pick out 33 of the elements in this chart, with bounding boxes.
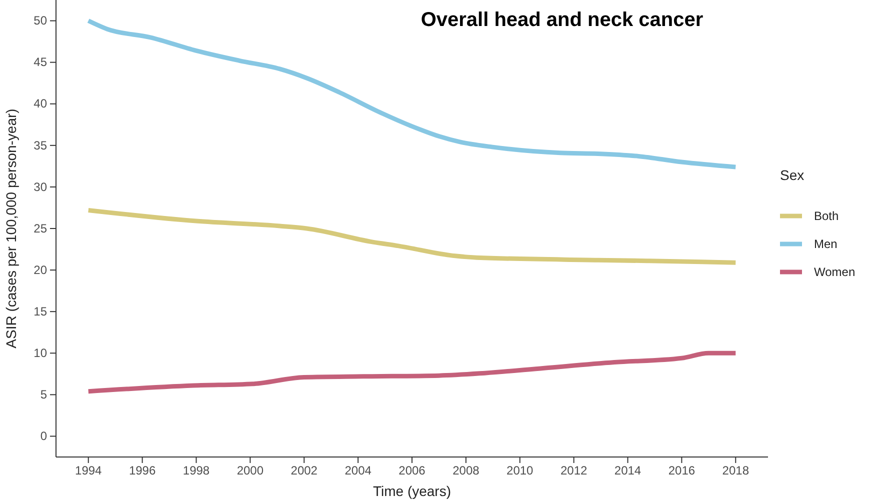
- x-tick-label: 2010: [506, 464, 534, 478]
- x-tick-label: 2012: [560, 464, 588, 478]
- y-tick-label: 5: [40, 388, 48, 402]
- line-series: [86, 208, 738, 265]
- legend-label: Both: [814, 209, 839, 223]
- x-tick-label: 2006: [398, 464, 426, 478]
- y-axis-title: ASIR (cases per 100,000 person-year): [3, 108, 19, 348]
- x-tick-label: 1998: [182, 464, 210, 478]
- y-tick-label: 25: [34, 221, 48, 236]
- x-tick-label: 2004: [344, 464, 372, 478]
- y-tick-label: 35: [34, 138, 48, 152]
- x-tick-label: 2014: [614, 464, 642, 478]
- x-tick-label: 2002: [290, 464, 318, 478]
- chart-title: Overall head and neck cancer: [420, 9, 704, 31]
- x-tick-label: 2000: [236, 464, 264, 478]
- x-tick-label: 2016: [668, 464, 696, 478]
- y-tick-label: 15: [34, 304, 48, 318]
- y-tick-label: 0: [40, 429, 48, 444]
- y-tick-label: 20: [34, 262, 48, 277]
- y-tick-label: 30: [34, 180, 48, 194]
- x-axis-title: Time (years): [372, 483, 452, 499]
- y-tick-label: 40: [34, 96, 48, 111]
- x-tick-label: 1996: [128, 464, 156, 478]
- x-tick-label: 2018: [722, 464, 750, 478]
- legend-label: Men: [814, 237, 838, 251]
- x-tick-label: 2008: [452, 464, 480, 478]
- legend-label: Women: [814, 265, 856, 279]
- y-tick-label: 50: [34, 14, 48, 28]
- x-tick-label: 1994: [75, 464, 102, 478]
- line-series: [86, 350, 738, 394]
- y-tick-label: 45: [34, 55, 48, 70]
- legend-title: Sex: [780, 167, 804, 183]
- y-tick-label: 10: [34, 346, 48, 360]
